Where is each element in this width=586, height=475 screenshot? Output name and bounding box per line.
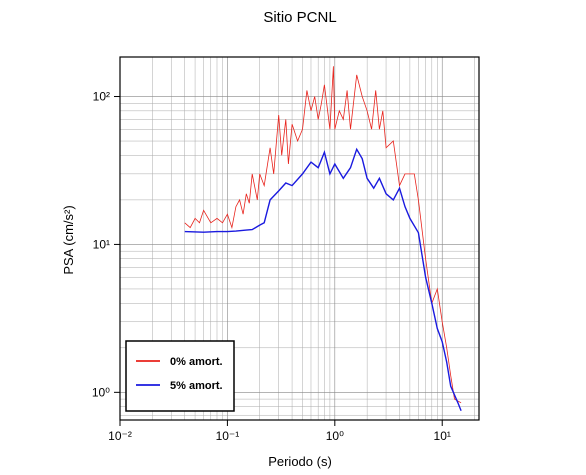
legend-label: 5% amort. xyxy=(170,380,223,392)
x-axis-label: Periodo (s) xyxy=(268,454,332,469)
y-tick-label: 10⁰ xyxy=(92,385,110,399)
plot-frame xyxy=(119,56,480,421)
x-tick-label: 10¹ xyxy=(434,429,451,443)
y-tick-label: 10¹ xyxy=(93,237,110,251)
legend-label: 0% amort. xyxy=(170,356,223,368)
chart-title: Sitio PCNL xyxy=(263,9,336,26)
legend-box xyxy=(125,340,235,412)
x-tick-label: 10⁰ xyxy=(326,429,344,443)
y-tick-label: 10² xyxy=(93,90,110,104)
data-line xyxy=(184,66,462,404)
x-tick-label: 10⁻¹ xyxy=(216,429,240,443)
data-line xyxy=(184,147,462,412)
y-axis-label: PSA (cm/s²) xyxy=(61,205,76,274)
x-tick-label: 10⁻² xyxy=(108,429,132,443)
